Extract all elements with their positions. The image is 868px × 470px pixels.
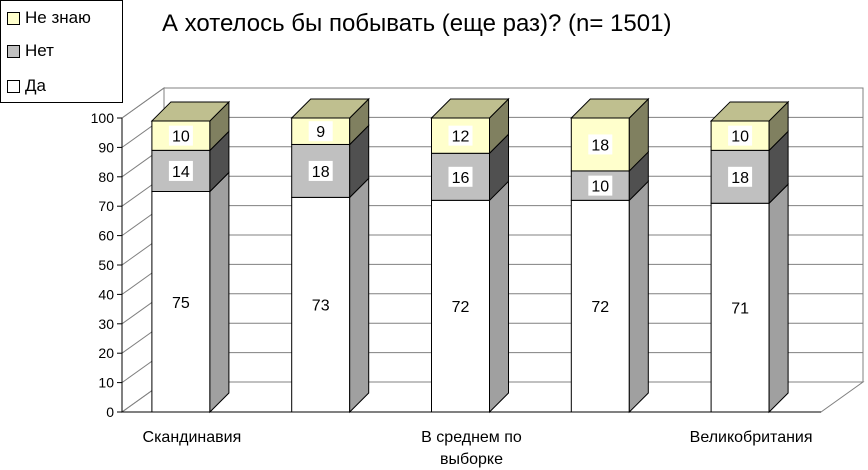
data-label: 10 (172, 129, 190, 146)
data-label: 72 (591, 299, 609, 316)
legend-swatch-no (7, 44, 20, 58)
data-label-bg (728, 166, 753, 187)
data-label: 10 (731, 129, 749, 146)
data-label: 14 (172, 164, 190, 181)
bar-segment (291, 196, 351, 413)
bar-segment-side (349, 177, 370, 414)
data-label-bg (588, 134, 613, 155)
data-label: 10 (591, 179, 609, 196)
gridline (121, 87, 863, 119)
x-tick-label: Великобритания (690, 429, 813, 446)
y-tick-label: 10 (98, 375, 114, 391)
data-label: 9 (316, 124, 325, 141)
y-tick-label: 20 (98, 345, 114, 361)
data-label: 12 (452, 129, 470, 146)
legend-item-no: Нет (7, 39, 54, 63)
bar-segment (710, 202, 770, 413)
data-label: 72 (452, 299, 470, 316)
bar-segment-side (628, 180, 649, 414)
bar-segment (431, 199, 490, 413)
y-tick-label: 50 (98, 257, 114, 273)
y-tick-label: 40 (98, 286, 114, 302)
legend-label-yes: Да (25, 76, 46, 95)
data-label: 75 (172, 295, 190, 312)
bar-top (150, 101, 231, 122)
y-tick-label: 30 (98, 316, 114, 332)
data-label: 16 (452, 170, 470, 187)
data-label-bg (448, 125, 473, 146)
bar-segment (151, 191, 211, 413)
data-label: 71 (731, 301, 749, 318)
data-label: 18 (731, 170, 749, 187)
x-tick-label: выборке (440, 451, 503, 468)
data-label-bg (168, 160, 193, 181)
data-label: 18 (312, 164, 330, 181)
data-label: 73 (312, 298, 330, 315)
chart-title: А хотелось бы побывать (еще раз)? (n= 15… (162, 10, 672, 37)
y-tick-label: 70 (98, 198, 114, 214)
bar-top (290, 98, 370, 119)
bar-top (709, 101, 790, 122)
legend-item-dont-know: Не знаю (7, 6, 91, 30)
x-tick-label: Скандинавия (143, 429, 242, 446)
y-tick-label: 100 (91, 110, 115, 126)
y-tick-label: 80 (98, 169, 114, 185)
bar-segment-side (489, 180, 509, 414)
data-label-bg (588, 175, 613, 196)
bar-top (570, 98, 650, 119)
bar-top (430, 98, 510, 119)
data-label-bg (168, 125, 193, 146)
legend-swatch-yes (7, 79, 20, 93)
data-label-bg (728, 125, 753, 146)
legend-label-no: Нет (25, 41, 54, 60)
y-tick-label: 90 (98, 139, 114, 155)
y-tick-label: 60 (98, 228, 114, 244)
bar-segment-side (209, 171, 230, 414)
data-label-bg (308, 160, 333, 181)
x-tick-label: В среднем по (421, 429, 522, 446)
y-tick-label: 0 (106, 404, 114, 420)
legend-item-yes: Да (7, 74, 46, 98)
legend-swatch-dont-know (7, 11, 20, 25)
legend-label-dont-know: Не знаю (25, 8, 91, 27)
bar-segment (570, 199, 630, 413)
data-label-bg (308, 121, 333, 142)
data-label-bg (448, 166, 473, 187)
legend: Не знаю Нет Да (0, 0, 123, 103)
data-label: 18 (591, 137, 609, 154)
bar-segment-side (768, 183, 789, 414)
